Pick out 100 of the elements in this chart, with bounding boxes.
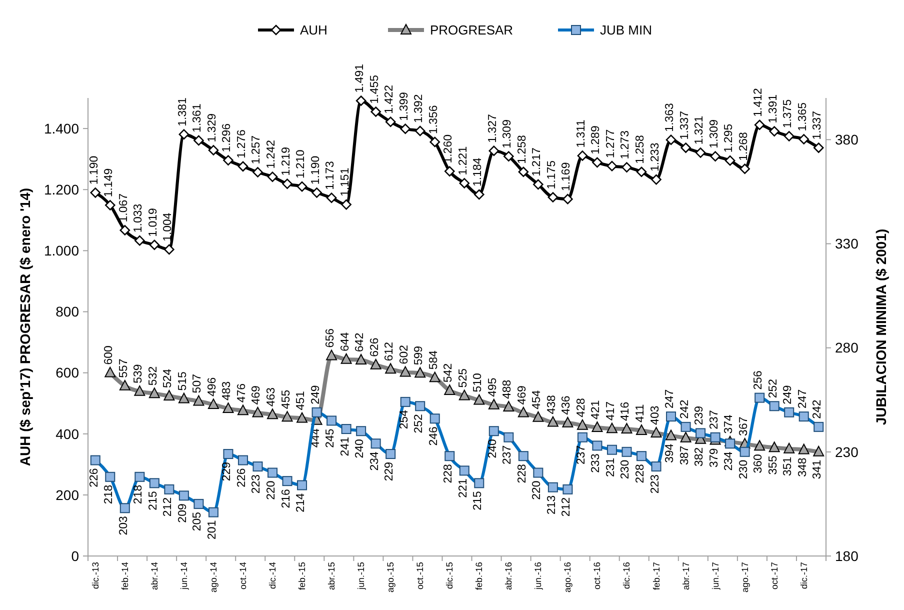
data-label: 212 [560, 497, 573, 517]
data-label: 205 [192, 512, 204, 532]
x-tick-label: feb.-15 [297, 562, 308, 590]
point [223, 155, 234, 166]
point [326, 192, 337, 203]
data-label: 221 [457, 478, 470, 498]
data-label: 600 [103, 346, 116, 365]
data-label: 1.184 [472, 157, 484, 186]
point [237, 404, 248, 416]
data-label: 234 [723, 450, 736, 471]
data-label: 1.412 [752, 88, 765, 117]
data-label: 1.277 [604, 129, 617, 158]
point [740, 164, 750, 174]
data-label: 387 [678, 446, 691, 466]
y-tick-label: 400 [56, 426, 80, 442]
data-label: 469 [516, 386, 528, 405]
point [666, 430, 677, 440]
data-label: 1.289 [590, 126, 602, 154]
data-label: 495 [486, 378, 499, 397]
point [356, 354, 367, 364]
x-tick-label: ago.-14 [208, 562, 218, 593]
data-label: 656 [324, 328, 337, 348]
x-tick-label: feb.-14 [120, 562, 130, 590]
point [326, 350, 338, 360]
point [104, 200, 116, 210]
data-label: 223 [250, 474, 263, 494]
point [562, 194, 573, 204]
point [504, 151, 514, 162]
data-label: 228 [442, 464, 455, 484]
data-label: 1.422 [384, 85, 396, 114]
point [813, 446, 824, 456]
data-label: 242 [812, 400, 824, 419]
data-label: 1.067 [118, 193, 130, 222]
x-tick-label: ago.-15 [386, 562, 396, 593]
y-tick-label: 800 [56, 304, 80, 320]
data-label: 1.361 [192, 104, 204, 132]
point [252, 167, 263, 178]
data-label: 1.149 [103, 168, 116, 198]
x-tick-label: dic.-13 [90, 562, 100, 590]
data-label: 1.276 [236, 130, 248, 158]
point [592, 157, 602, 168]
x-tick-label: ago.-16 [562, 562, 573, 593]
data-label: 1.258 [634, 135, 646, 164]
point [414, 126, 426, 136]
data-label: 451 [295, 391, 308, 410]
data-label: 1.219 [280, 147, 292, 176]
data-label: 240 [486, 439, 499, 458]
data-label: 411 [634, 404, 646, 423]
data-label: 252 [413, 414, 426, 434]
data-label: 524 [162, 368, 174, 388]
data-label: 360 [752, 454, 765, 474]
point [488, 146, 500, 156]
point [754, 120, 765, 130]
data-label: 1.491 [354, 64, 366, 93]
point [636, 166, 647, 178]
data-label: 220 [531, 480, 544, 500]
data-label: 252 [767, 378, 780, 398]
data-label: 203 [118, 516, 130, 536]
data-label: 1.242 [266, 140, 278, 169]
data-label: 249 [310, 385, 322, 404]
data-label: 367 [738, 416, 750, 436]
data-label: 438 [546, 395, 558, 414]
data-label: 226 [88, 468, 100, 488]
point [208, 145, 219, 156]
data-label: 1.327 [486, 114, 499, 143]
data-label: 1.365 [796, 102, 809, 132]
x-tick-label: abr.-17 [680, 562, 691, 590]
point [120, 225, 130, 236]
data-label: 403 [649, 406, 662, 425]
point [474, 394, 485, 405]
x-tick-label: abr.-14 [149, 562, 160, 590]
data-label: 539 [132, 364, 145, 384]
x-tick-label: jun.-16 [533, 562, 544, 591]
data-label: 1.273 [620, 130, 632, 160]
point [754, 440, 766, 451]
point [134, 385, 146, 396]
x-tick-label: ago.-17 [740, 562, 750, 593]
data-label: 1.190 [88, 156, 100, 185]
x-tick-label: dic.-16 [622, 562, 632, 590]
x-tick-label: dic.-15 [444, 562, 455, 590]
data-label: 421 [590, 400, 602, 420]
data-label: 247 [796, 389, 809, 409]
point [370, 106, 381, 117]
point [312, 188, 322, 198]
y2-tick-label: 330 [835, 236, 859, 252]
data-label: 1.221 [457, 146, 470, 176]
data-label: 1.019 [147, 208, 160, 237]
data-label: 239 [694, 406, 706, 426]
data-label: 223 [649, 474, 662, 494]
point [444, 166, 455, 176]
data-label: 1.399 [398, 92, 410, 121]
data-label: 230 [620, 460, 632, 480]
x-tick-label: feb.-17 [651, 562, 662, 590]
legend-label: AUH [300, 22, 328, 38]
data-label: 254 [398, 409, 410, 430]
y2-axis-title: JUBILACION MINIMA ($ 2001) [873, 228, 889, 426]
x-tick-label: oct.-14 [238, 562, 248, 590]
data-label: 1.381 [176, 98, 189, 126]
point [252, 406, 264, 418]
data-label: 233 [590, 454, 602, 473]
